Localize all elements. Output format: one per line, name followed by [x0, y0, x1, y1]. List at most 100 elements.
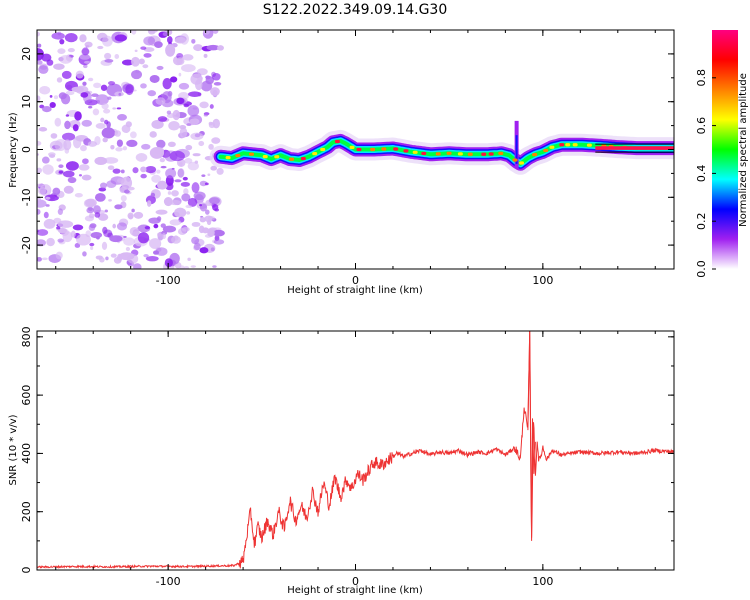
noise-blob	[99, 182, 107, 189]
ridge-strong-segment	[595, 146, 674, 150]
spectrogram-xtick-label: -100	[156, 274, 181, 287]
noise-blob	[161, 233, 167, 240]
noise-blob	[183, 188, 189, 195]
noise-blob	[85, 230, 92, 238]
noise-blob	[160, 223, 166, 228]
ridge-hot-spot	[421, 151, 427, 156]
noise-blob	[129, 226, 139, 236]
noise-blob	[94, 193, 106, 202]
noise-blob	[132, 167, 139, 174]
ridge-hot-spot	[349, 145, 355, 149]
colorbar-label: Normalized spectral amplitude	[738, 73, 749, 227]
noise-blob	[171, 235, 181, 244]
noise-blob	[191, 221, 201, 227]
noise-blob	[207, 216, 216, 221]
noise-blob	[155, 247, 168, 256]
noise-blob	[131, 56, 140, 67]
noise-blob	[80, 145, 87, 152]
noise-blob	[146, 200, 152, 207]
noise-blob	[37, 183, 45, 188]
noise-blob	[125, 246, 131, 252]
noise-blob	[78, 164, 90, 171]
noise-blob	[81, 174, 92, 181]
noise-blob	[113, 257, 122, 264]
noise-blob	[121, 59, 134, 66]
noise-blob	[88, 105, 93, 109]
noise-blob	[101, 102, 109, 110]
noise-blob	[104, 209, 108, 213]
noise-blob	[151, 119, 164, 129]
noise-blob	[83, 198, 95, 208]
noise-blob	[95, 122, 106, 129]
noise-blob	[75, 70, 84, 79]
noise-blob	[100, 117, 105, 123]
noise-blob	[109, 81, 113, 86]
noise-blob	[182, 176, 188, 181]
noise-blob	[107, 96, 112, 100]
noise-blob	[162, 32, 169, 37]
noise-blob	[39, 86, 51, 95]
noise-blob	[203, 30, 211, 35]
ridge-hot-spot	[403, 149, 409, 153]
noise-blob	[138, 58, 145, 65]
noise-blob	[50, 133, 58, 139]
ridge-hot-spot	[565, 143, 571, 147]
noise-blob	[37, 229, 49, 236]
ridge-hot-spot	[543, 148, 549, 153]
noise-blob	[72, 224, 84, 231]
noise-blob	[120, 176, 133, 190]
noise-blob	[37, 95, 41, 102]
noise-blob	[37, 140, 42, 146]
noise-blob	[48, 152, 56, 157]
noise-blob	[101, 241, 108, 250]
ridge-hot-spot	[381, 147, 387, 151]
noise-blob	[167, 141, 176, 148]
noise-blob	[199, 101, 209, 109]
ridge-hot-spot	[519, 161, 525, 165]
noise-blob	[49, 94, 53, 98]
noise-blob	[149, 131, 157, 138]
noise-blob	[178, 82, 190, 90]
noise-blob	[166, 110, 172, 115]
noise-blob	[211, 137, 221, 144]
noise-blob	[122, 146, 128, 151]
noise-blob	[114, 34, 127, 42]
noise-blob	[67, 47, 75, 53]
noise-blob	[199, 247, 209, 254]
noise-blob	[148, 217, 161, 224]
noise-blob	[163, 196, 173, 207]
noise-blob	[114, 204, 123, 210]
noise-blob	[53, 95, 59, 100]
noise-blob	[140, 46, 147, 50]
noise-blob	[57, 208, 63, 215]
noise-blob	[55, 251, 63, 260]
noise-blob	[120, 195, 127, 202]
noise-blob	[53, 63, 65, 70]
noise-blob	[187, 257, 191, 261]
noise-blob	[177, 228, 187, 235]
ridge-hot-spot	[370, 147, 376, 152]
snr-series-spike	[527, 331, 536, 541]
noise-blob	[116, 222, 128, 231]
noise-blob	[186, 123, 192, 127]
noise-blob	[41, 257, 48, 261]
noise-blob	[135, 242, 142, 246]
noise-blob	[165, 168, 177, 179]
noise-blob	[104, 58, 114, 63]
noise-blob	[191, 182, 200, 194]
noise-blob	[179, 265, 185, 269]
noise-blob	[45, 196, 51, 200]
noise-blob	[126, 139, 138, 148]
ridge-hot-spot	[225, 156, 231, 160]
noise-blob	[189, 118, 200, 125]
noise-blob	[140, 83, 147, 89]
noise-blob	[208, 121, 213, 126]
noise-blob	[106, 180, 117, 189]
noise-blob	[167, 46, 176, 52]
noise-blob	[46, 237, 55, 247]
noise-blob	[92, 108, 100, 116]
noise-blob	[179, 162, 183, 167]
noise-blob	[56, 226, 61, 230]
snr-series-layer	[37, 331, 674, 570]
